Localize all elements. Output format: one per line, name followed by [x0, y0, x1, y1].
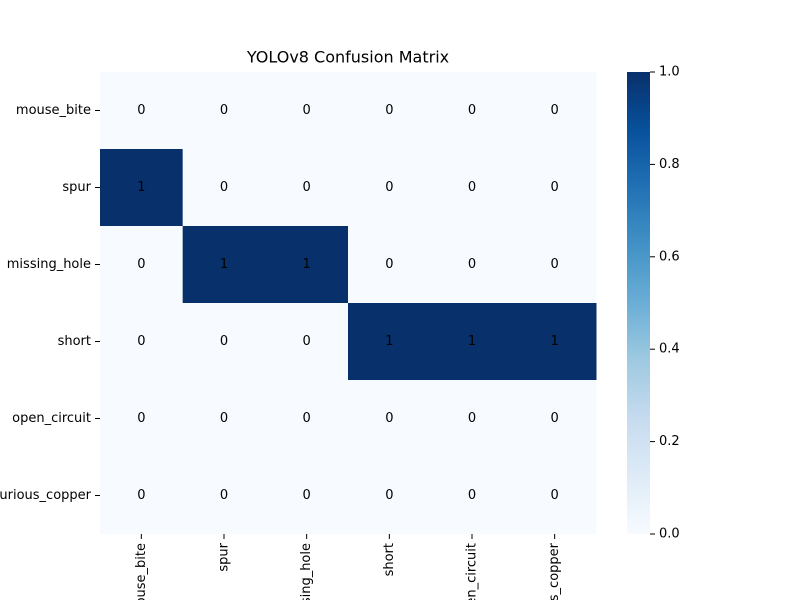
y-tick-label: open_circuit: [12, 411, 91, 426]
cell-label: 1: [551, 334, 559, 349]
heatmap-cell: [265, 457, 349, 535]
cell-label: 0: [468, 103, 476, 118]
heatmap-cell: [430, 457, 514, 535]
heatmap-cell: [348, 149, 432, 227]
cell-label: 0: [137, 488, 145, 503]
cell-label: 1: [137, 180, 145, 195]
colorbar: [627, 72, 650, 534]
heatmap-cell: [513, 380, 597, 458]
heatmap-cell: [348, 380, 432, 458]
heatmap-cell: [430, 303, 514, 381]
y-tick-label: mouse_bite: [16, 103, 91, 118]
heatmap-cell: [513, 72, 597, 150]
x-tick-label: spur: [217, 542, 232, 571]
colorbar-tick-label: 0.4: [659, 342, 680, 357]
x-tick-label: open_circuit: [465, 543, 480, 600]
y-tick-label: missing_hole: [7, 257, 91, 272]
heatmap-cell: [182, 457, 266, 535]
heatmap-cell: [513, 226, 597, 304]
cell-label: 0: [303, 103, 311, 118]
y-tick-label: short: [58, 334, 91, 349]
cell-label: 0: [303, 180, 311, 195]
cell-label: 0: [468, 257, 476, 272]
cell-label: 0: [468, 180, 476, 195]
heatmap-cell: [265, 149, 349, 227]
heatmap-cell: [348, 72, 432, 150]
cell-label: 0: [220, 411, 228, 426]
x-tick-label: short: [382, 543, 397, 576]
x-tick-label: mouse_bite: [134, 543, 149, 600]
heatmap-cell: [265, 226, 349, 304]
cell-label: 1: [385, 334, 393, 349]
colorbar-tick-label: 0.8: [659, 157, 680, 172]
cell-label: 0: [468, 411, 476, 426]
heatmap-cell: [182, 303, 266, 381]
cell-label: 0: [551, 488, 559, 503]
cell-label: 0: [220, 334, 228, 349]
heatmap-cell: [430, 380, 514, 458]
chart-title: YOLOv8 Confusion Matrix: [246, 48, 449, 67]
cell-label: 0: [385, 257, 393, 272]
heatmap-cell: [182, 72, 266, 150]
colorbar-tick-label: 0.2: [659, 434, 680, 449]
heatmap-cell: [430, 149, 514, 227]
cell-label: 1: [468, 334, 476, 349]
cell-label: 0: [303, 488, 311, 503]
colorbar-tick-label: 0.6: [659, 249, 680, 264]
heatmap-cell: [430, 72, 514, 150]
cell-label: 0: [137, 411, 145, 426]
cell-label: 0: [551, 103, 559, 118]
y-tick-label: spurious_copper: [0, 488, 92, 503]
heatmap-cell: [513, 457, 597, 535]
heatmap-cell: [265, 380, 349, 458]
heatmap-cell: [100, 380, 184, 458]
cell-label: 0: [551, 411, 559, 426]
heatmap-cell: [513, 149, 597, 227]
heatmap-cell: [182, 149, 266, 227]
heatmap-cell: [430, 226, 514, 304]
cell-label: 0: [468, 488, 476, 503]
colorbar-tick-label: 1.0: [659, 65, 680, 80]
heatmap-cell: [182, 226, 266, 304]
cell-label: 0: [385, 103, 393, 118]
heatmap-cell: [100, 303, 184, 381]
cell-label: 0: [220, 103, 228, 118]
cell-label: 0: [220, 488, 228, 503]
cell-label: 0: [385, 411, 393, 426]
heatmap-cell: [100, 149, 184, 227]
heatmap-cell: [265, 72, 349, 150]
cell-label: 0: [137, 257, 145, 272]
cell-label: 0: [551, 180, 559, 195]
cell-label: 0: [551, 257, 559, 272]
heatmap-cell: [265, 303, 349, 381]
cell-label: 0: [303, 411, 311, 426]
heatmap-cell: [182, 380, 266, 458]
cell-label: 0: [385, 180, 393, 195]
heatmap-cell: [348, 303, 432, 381]
heatmap-cell: [100, 226, 184, 304]
cell-label: 0: [137, 334, 145, 349]
heatmap-cell: [348, 457, 432, 535]
cell-label: 0: [220, 180, 228, 195]
cell-label: 0: [385, 488, 393, 503]
heatmap-cell: [100, 457, 184, 535]
cell-label: 0: [137, 103, 145, 118]
colorbar-tick-label: 0.0: [659, 527, 680, 542]
x-tick-label: missing_hole: [299, 543, 314, 600]
heatmap-cell: [513, 303, 597, 381]
heatmap-cell: [348, 226, 432, 304]
cell-label: 1: [303, 257, 311, 272]
cell-label: 0: [303, 334, 311, 349]
heatmap-cell: [100, 72, 184, 150]
x-tick-label: spurious_copper: [547, 542, 562, 600]
y-tick-label: spur: [62, 180, 91, 195]
cell-label: 1: [220, 257, 228, 272]
